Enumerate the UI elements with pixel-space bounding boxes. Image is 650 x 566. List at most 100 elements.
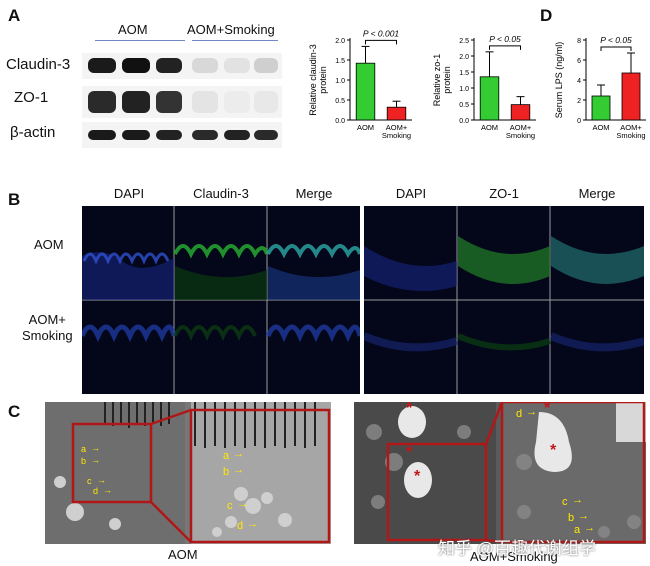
y-tick-label: 2.5	[459, 38, 469, 45]
caption-aom: AOM	[168, 547, 198, 562]
marker-d-small-aom: d	[93, 486, 99, 496]
marker-c-small-aom: c	[87, 476, 92, 486]
y-tick-label: 4	[577, 78, 581, 85]
marker-a-large-smoking: a	[574, 524, 581, 536]
em-image-aom: a → b → c → d → a → b → c → d →	[45, 402, 331, 544]
y-tick-label: 0	[577, 118, 581, 125]
x-tick-label: AOM+	[510, 123, 532, 132]
bar	[479, 76, 500, 121]
bar	[591, 95, 611, 121]
marker-b-large-smoking: b	[568, 512, 575, 524]
y-tick-label: 0.5	[335, 98, 345, 105]
marker-c-large-smoking: c	[562, 496, 568, 508]
row-head-aom: AOM	[34, 237, 64, 252]
panel-a-letter: A	[8, 6, 21, 25]
bar	[386, 106, 407, 121]
wb-strip-zo1	[82, 86, 282, 118]
arrow-icon: →	[233, 448, 244, 460]
arrow-icon: →	[233, 464, 244, 476]
significance-bracket	[365, 39, 397, 45]
fluorescence-grid-claudin3	[82, 206, 360, 394]
arrow-icon: →	[97, 475, 106, 485]
y-tick-label: 1.5	[459, 70, 469, 77]
asterisk-marker: *	[406, 402, 413, 417]
panel-c-letter: C	[8, 402, 21, 421]
bar	[510, 104, 531, 121]
chart-claudin3: 0.0 0.5 1.0 1.5 2.0 Relative claudin-3 protein…	[308, 28, 412, 140]
chart-zo1: 0.0 0.5 1.0 1.5 2.0 2.5 Relative zo-1 protein AO…	[432, 34, 536, 140]
col-head-merge-left: Merge	[295, 186, 333, 201]
arrow-icon: →	[584, 522, 595, 534]
arrow-icon: →	[526, 406, 537, 418]
x-tick-label: Smoking	[506, 131, 535, 140]
x-tick-label: Smoking	[382, 131, 411, 140]
bar	[621, 72, 641, 121]
arrow-icon: →	[572, 494, 583, 506]
wb-label-claudin3: Claudin-3	[6, 56, 71, 73]
y-tick-label: 1.0	[335, 78, 345, 85]
wb-group-aom: AOM	[118, 22, 148, 37]
p-value-label: P < 0.05	[489, 34, 521, 44]
marker-c-large-aom: c	[227, 500, 233, 512]
y-axis-label: Relative claudin-3	[308, 44, 318, 116]
y-tick-label: 2.0	[459, 54, 469, 61]
marker-b-large-aom: b	[223, 466, 230, 478]
y-tick-label: 1.5	[335, 58, 345, 65]
panel-d-letter: D	[540, 6, 553, 25]
row-head-aom-smoking: AOM+ Smoking	[22, 312, 73, 343]
marker-a-small-aom: a	[81, 444, 87, 454]
y-tick-label: 2	[577, 98, 581, 105]
marker-d-large-smoking: d	[516, 408, 523, 420]
y-tick-label: 2.0	[335, 38, 345, 45]
marker-b-small-aom: b	[81, 456, 87, 466]
arrow-icon: →	[237, 498, 248, 510]
y-tick-label: 0.0	[459, 118, 469, 125]
arrow-icon: →	[103, 485, 112, 495]
y-tick-label: 8	[577, 38, 581, 45]
p-value-label: P < 0.05	[600, 35, 632, 45]
y-tick-label: 0.5	[459, 102, 469, 109]
y-axis-label: protein	[442, 66, 452, 94]
wb-group-line-aom	[95, 40, 185, 41]
y-tick-label: 6	[577, 58, 581, 65]
asterisk-marker: *	[544, 402, 551, 417]
fluorescence-grid-zo1	[364, 206, 644, 394]
x-tick-label: AOM+	[620, 123, 642, 132]
wb-group-line-smoking	[192, 40, 278, 41]
y-axis-label: protein	[318, 66, 328, 94]
arrow-icon: →	[91, 455, 100, 465]
significance-bracket	[489, 45, 521, 50]
col-head-merge-right: Merge	[578, 186, 616, 201]
y-tick-label: 0.0	[335, 118, 345, 125]
marker-a-large-aom: a	[223, 450, 230, 462]
bar	[355, 62, 376, 121]
em-image-aom-smoking: * * * * * d → c → b → a →	[354, 402, 646, 544]
arrow-icon: →	[91, 443, 100, 453]
wb-group-aom-smoking: AOM+Smoking	[187, 22, 275, 37]
col-head-dapi-right: DAPI	[395, 186, 427, 201]
x-tick-label: AOM	[357, 123, 374, 132]
asterisk-marker: *	[414, 468, 421, 485]
wb-label-zo1: ZO-1	[14, 89, 49, 106]
x-tick-label: AOM	[481, 123, 498, 132]
asterisk-marker: *	[550, 442, 557, 459]
x-tick-label: AOM+	[386, 123, 408, 132]
col-head-zo1: ZO-1	[489, 186, 519, 201]
asterisk-marker: *	[406, 444, 413, 461]
wb-strip-beta-actin	[82, 122, 282, 148]
watermark: 知乎 @百趣代谢组学	[438, 539, 596, 558]
x-tick-label: Smoking	[616, 131, 645, 140]
arrow-icon: →	[578, 510, 589, 522]
y-axis-label: Serum LPS (ng/ml)	[554, 42, 564, 119]
panel-b-letter: B	[8, 190, 21, 209]
wb-strip-claudin3	[82, 53, 282, 79]
p-value-label: P < 0.001	[363, 28, 400, 38]
significance-bracket	[600, 46, 632, 51]
arrow-icon: →	[247, 518, 258, 530]
caption-aom-smoking: AOM+Smoking	[470, 549, 558, 564]
y-axis-label: Relative zo-1	[432, 54, 442, 107]
marker-d-large-aom: d	[237, 520, 244, 532]
x-tick-label: AOM	[592, 123, 609, 132]
wb-label-beta-actin: β-actin	[10, 124, 56, 141]
chart-serum-lps: 0 2 4 6 8 Serum LPS (ng/ml) AOM AOM+Smoking P < …	[554, 35, 646, 140]
